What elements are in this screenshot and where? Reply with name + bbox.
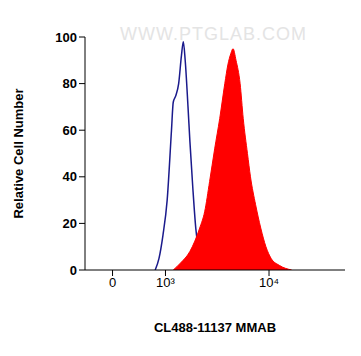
svg-text:CL488-11137 MMAB: CL488-11137 MMAB: [154, 320, 276, 335]
html-text:WWW.PTGLAB.COM: WWW.PTGLAB.COM: [120, 24, 307, 44]
svg-text:20: 20: [63, 216, 77, 231]
svg-text:0: 0: [109, 275, 116, 290]
svg-text:0: 0: [70, 263, 77, 278]
svg-text:10⁴: 10⁴: [259, 275, 279, 290]
svg-text:80: 80: [63, 76, 77, 91]
svg-text:Relative Cell Number: Relative Cell Number: [11, 88, 26, 218]
svg-text:100: 100: [55, 30, 77, 45]
svg-text:60: 60: [63, 123, 77, 138]
svg-text:10³: 10³: [156, 275, 175, 290]
svg-text:40: 40: [63, 169, 77, 184]
